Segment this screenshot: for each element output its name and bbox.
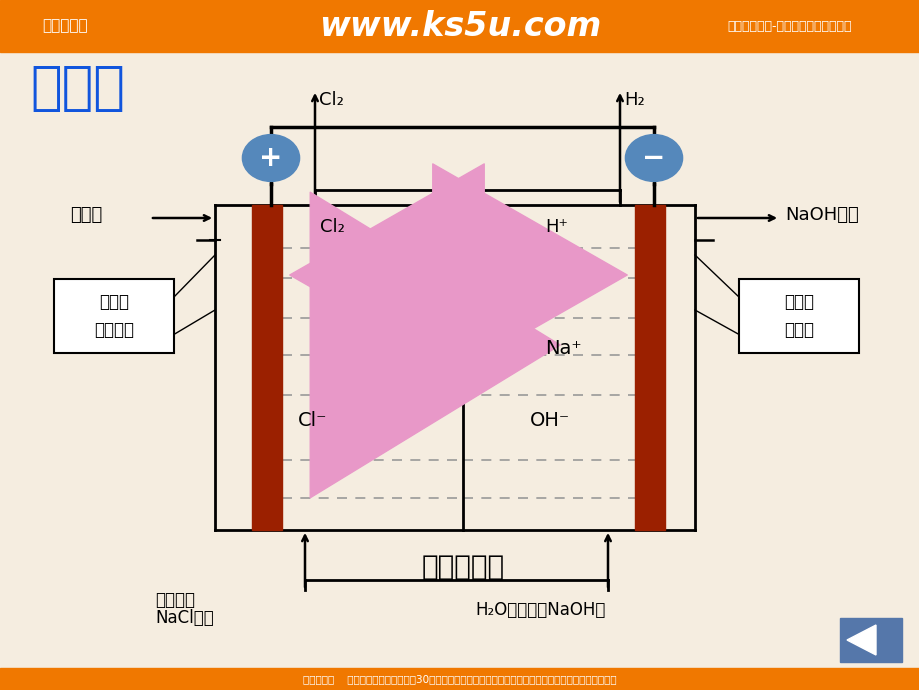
Text: +: +: [259, 144, 282, 172]
Text: Cl₂: Cl₂: [320, 218, 345, 236]
Text: 淡盐水: 淡盐水: [70, 206, 102, 224]
Ellipse shape: [625, 135, 682, 181]
Text: H₂: H₂: [623, 91, 644, 109]
Text: www.ks5u.com: www.ks5u.com: [319, 10, 600, 43]
Bar: [839, 618, 901, 662]
FancyBboxPatch shape: [738, 279, 858, 353]
Text: NaCl溶液: NaCl溶液: [154, 609, 213, 627]
Text: 金属钓网: 金属钓网: [94, 321, 134, 339]
Text: Na⁺: Na⁺: [544, 339, 581, 357]
Text: 碳钙网: 碳钙网: [783, 321, 813, 339]
Text: 复习：: 复习：: [30, 62, 125, 114]
Text: OH⁻: OH⁻: [529, 411, 570, 429]
Bar: [252, 205, 282, 530]
Text: 高考资源网: 高考资源网: [42, 19, 87, 34]
Bar: [634, 205, 664, 530]
Ellipse shape: [242, 135, 300, 181]
Bar: [0, 0, 919, 52]
Text: H⁺: H⁺: [544, 218, 567, 236]
FancyBboxPatch shape: [54, 279, 174, 353]
Text: H₂O（含少量NaOH）: H₂O（含少量NaOH）: [474, 601, 605, 619]
Text: 高考资源网    第一时间更新名校试题，30个省市区资源一网打尽！课件、教案、学案、素材、论文种类齐全。: 高考资源网 第一时间更新名校试题，30个省市区资源一网打尽！课件、教案、学案、素…: [303, 674, 616, 684]
Text: −: −: [641, 144, 665, 172]
Text: Cl⁻: Cl⁻: [298, 411, 327, 429]
Text: Cl₂: Cl₂: [319, 91, 344, 109]
Text: NaOH溶液: NaOH溶液: [784, 206, 857, 224]
Text: 【高考资源网-你身边的高考专家！】: 【高考资源网-你身边的高考专家！】: [727, 19, 851, 32]
Text: 精制饱和: 精制饱和: [154, 591, 195, 609]
Bar: [0, 668, 919, 690]
Text: 阳　极: 阳 极: [99, 293, 129, 311]
Polygon shape: [846, 625, 875, 655]
Text: 阴　极: 阴 极: [783, 293, 813, 311]
Text: 离子交据膜: 离子交据膜: [421, 553, 504, 581]
